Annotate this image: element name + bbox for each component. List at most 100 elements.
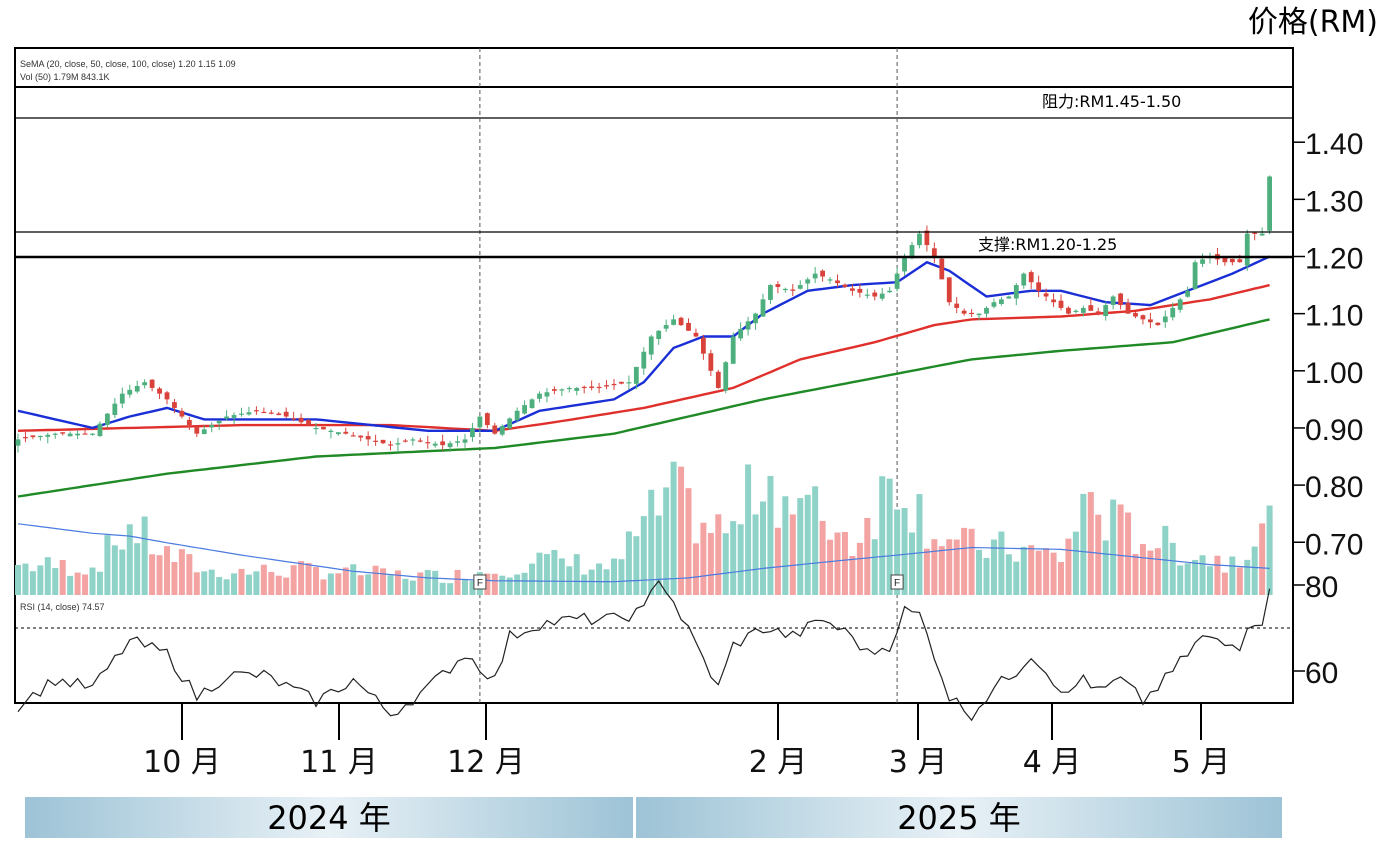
- candle: [388, 440, 393, 451]
- volume-bar: [253, 571, 260, 595]
- candle: [484, 412, 490, 429]
- volume-bar: [506, 577, 513, 595]
- volume-bar: [566, 566, 573, 595]
- resistance-label: 阻力:RM1.45-1.50: [1042, 92, 1181, 111]
- volume-bar: [886, 478, 893, 595]
- volume-bar: [469, 580, 476, 595]
- volume-bar: [722, 533, 729, 595]
- volume-bar: [782, 496, 789, 595]
- volume-bar: [640, 516, 647, 595]
- volume-bar: [126, 524, 133, 595]
- candle: [60, 432, 66, 436]
- volume-bar: [633, 536, 640, 595]
- rsi-tick-label: 60: [1305, 657, 1338, 690]
- volume-bar: [1043, 548, 1050, 595]
- price-tick-label: 1.10: [1305, 300, 1363, 333]
- candle: [730, 332, 736, 364]
- price-tick-label: 1.40: [1305, 128, 1363, 161]
- candle: [1088, 298, 1094, 311]
- volume-bar: [543, 554, 550, 595]
- volume-bar: [1058, 562, 1064, 595]
- volume-bar: [670, 461, 677, 595]
- volume-bar: [1139, 544, 1146, 595]
- candle: [812, 267, 818, 284]
- candle: [708, 349, 714, 377]
- volume-bar: [1259, 523, 1266, 595]
- candle: [403, 438, 408, 443]
- volume-bar: [1147, 550, 1154, 595]
- month-label: 11 月: [300, 745, 378, 780]
- month-label: 3 月: [889, 745, 948, 780]
- volume-bar: [856, 542, 863, 595]
- volume-bar: [104, 535, 111, 595]
- candle: [1118, 292, 1123, 310]
- volume-bar: [424, 570, 431, 595]
- candle: [1133, 311, 1138, 319]
- candle: [656, 329, 662, 345]
- volume-bar: [96, 571, 103, 595]
- candle: [350, 432, 356, 437]
- candle: [1036, 275, 1042, 298]
- volume-bar: [178, 549, 185, 595]
- volume-bar: [320, 579, 327, 595]
- volume-bar: [804, 494, 811, 595]
- candle: [15, 433, 21, 453]
- candle: [1200, 253, 1205, 268]
- volume-bar: [1236, 567, 1243, 595]
- volume-bar: [484, 573, 491, 595]
- volume-bar: [454, 569, 461, 595]
- candle: [797, 280, 803, 290]
- price-tick-label: 1.30: [1305, 185, 1363, 218]
- candle: [462, 433, 468, 448]
- candle: [924, 225, 930, 252]
- volume-bar: [894, 509, 901, 595]
- volume-bar: [730, 521, 737, 595]
- volume-bar: [439, 582, 446, 595]
- volume-ma-line: [17, 523, 1270, 583]
- price-tick-label: 0.70: [1305, 528, 1363, 561]
- volume-bar: [588, 569, 595, 595]
- price-tick-label: 1.20: [1305, 243, 1363, 276]
- volume-bar: [871, 539, 878, 595]
- volume-bar: [1028, 545, 1035, 595]
- candle: [581, 385, 587, 394]
- candle: [216, 420, 222, 430]
- volume-bar: [499, 575, 506, 595]
- candle: [1162, 310, 1168, 328]
- volume-bar: [44, 557, 51, 595]
- volume-bar: [245, 574, 252, 595]
- candle: [961, 308, 967, 316]
- volume-bar: [372, 565, 379, 595]
- volume-bar: [290, 565, 297, 595]
- event-marker: F: [473, 574, 487, 590]
- volume-bar: [283, 577, 290, 595]
- candle: [835, 274, 840, 288]
- rsi-label: RSI (14, close) 74.57: [20, 602, 105, 612]
- candle: [864, 288, 870, 299]
- volume-bar: [1095, 514, 1102, 595]
- volume-bar: [350, 564, 357, 595]
- month-label: 2 月: [749, 745, 808, 780]
- volume-bar: [968, 528, 975, 595]
- candle: [246, 406, 252, 416]
- volume-bar: [536, 552, 543, 595]
- candle: [261, 407, 267, 414]
- volume-bar: [931, 539, 938, 595]
- volume-bar: [745, 464, 752, 595]
- candle: [395, 437, 401, 452]
- volume-bar: [1125, 512, 1132, 595]
- candle: [991, 298, 997, 309]
- volume-bar: [52, 568, 59, 595]
- volume-bar: [663, 487, 670, 595]
- candle: [127, 384, 133, 398]
- volume-bar: [797, 498, 804, 595]
- volume-bar: [521, 572, 528, 595]
- candle: [1110, 295, 1116, 310]
- candle: [894, 267, 900, 292]
- candle: [172, 398, 177, 414]
- volume-bar: [976, 549, 983, 595]
- volume-bar: [298, 561, 305, 595]
- volume-bar: [1251, 546, 1258, 595]
- volume-bar: [1244, 559, 1251, 595]
- candle: [239, 407, 244, 417]
